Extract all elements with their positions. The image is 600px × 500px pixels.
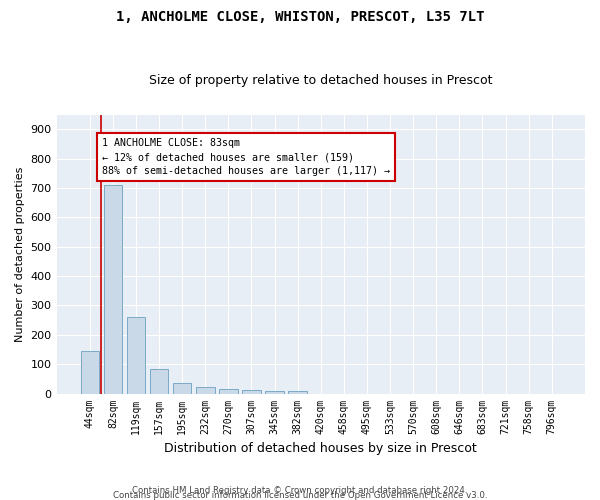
Bar bbox=[265, 392, 284, 394]
Bar bbox=[173, 384, 191, 394]
Bar bbox=[196, 387, 215, 394]
Text: 1, ANCHOLME CLOSE, WHISTON, PRESCOT, L35 7LT: 1, ANCHOLME CLOSE, WHISTON, PRESCOT, L35… bbox=[116, 10, 484, 24]
Bar bbox=[104, 185, 122, 394]
Text: Contains public sector information licensed under the Open Government Licence v3: Contains public sector information licen… bbox=[113, 491, 487, 500]
Y-axis label: Number of detached properties: Number of detached properties bbox=[15, 166, 25, 342]
Bar bbox=[150, 370, 169, 394]
X-axis label: Distribution of detached houses by size in Prescot: Distribution of detached houses by size … bbox=[164, 442, 477, 455]
Title: Size of property relative to detached houses in Prescot: Size of property relative to detached ho… bbox=[149, 74, 493, 87]
Bar bbox=[242, 390, 261, 394]
Bar bbox=[289, 390, 307, 394]
Text: 1 ANCHOLME CLOSE: 83sqm
← 12% of detached houses are smaller (159)
88% of semi-d: 1 ANCHOLME CLOSE: 83sqm ← 12% of detache… bbox=[102, 138, 390, 176]
Bar bbox=[127, 317, 145, 394]
Text: Contains HM Land Registry data © Crown copyright and database right 2024.: Contains HM Land Registry data © Crown c… bbox=[132, 486, 468, 495]
Bar bbox=[219, 388, 238, 394]
Bar bbox=[80, 351, 99, 394]
